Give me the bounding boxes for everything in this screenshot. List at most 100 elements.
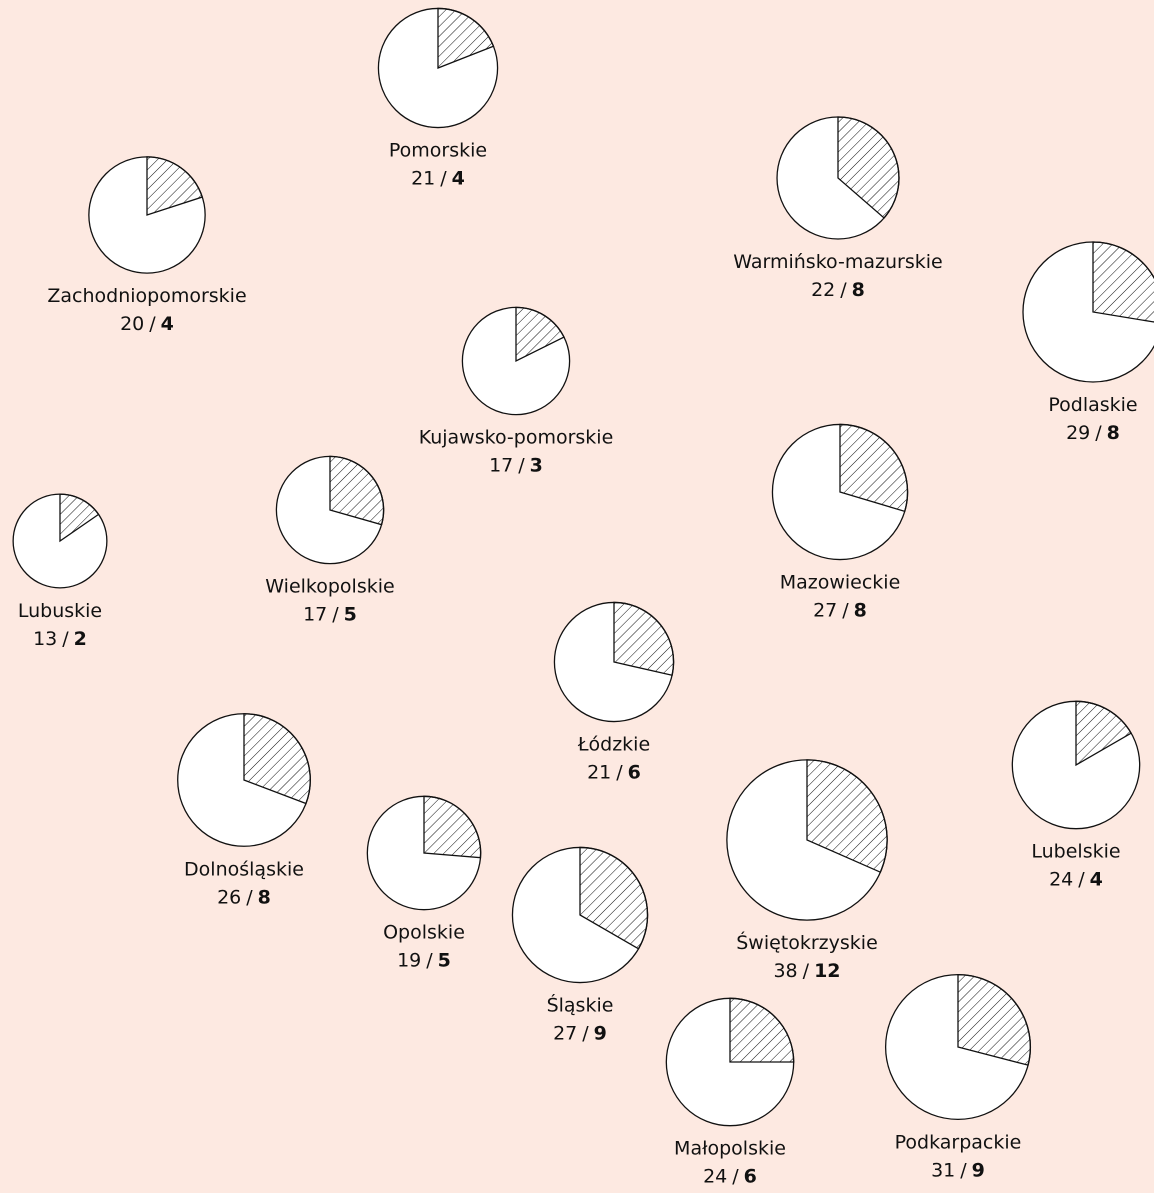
part: 12 bbox=[814, 960, 840, 982]
separator: / bbox=[426, 950, 433, 972]
separator: / bbox=[149, 313, 156, 335]
region-name: Małopolskie bbox=[674, 1138, 786, 1160]
separator: / bbox=[62, 628, 69, 650]
region-pie: Zachodniopomorskie 20/4 bbox=[47, 156, 247, 335]
region-values: 20/4 bbox=[120, 313, 174, 335]
separator: / bbox=[582, 1023, 589, 1045]
region-values: 29/8 bbox=[1066, 422, 1120, 444]
pie-slice bbox=[146, 156, 204, 216]
part: 6 bbox=[628, 762, 641, 784]
total: 19 bbox=[397, 950, 421, 972]
separator: / bbox=[960, 1159, 967, 1181]
region-pie: Pomorskie 21/4 bbox=[377, 7, 499, 190]
region-values: 38 /12 bbox=[773, 960, 840, 982]
separator: / bbox=[732, 1166, 739, 1188]
region-values: 21/6 bbox=[587, 762, 641, 784]
region-values: 21/4 bbox=[411, 168, 465, 190]
separator: / bbox=[842, 600, 849, 622]
pie-slice bbox=[806, 759, 888, 874]
region-pie: Lubelskie 24/4 bbox=[1011, 700, 1141, 891]
part: 8 bbox=[1107, 422, 1120, 444]
region-pie: Podlaskie 29/8 bbox=[1022, 241, 1154, 444]
total: 24 bbox=[703, 1166, 727, 1188]
region-name: Lubelskie bbox=[1031, 841, 1120, 863]
region-name: Warmińsko-mazurskie bbox=[733, 251, 942, 273]
region-name: Podlaskie bbox=[1048, 394, 1137, 416]
part: 2 bbox=[74, 628, 87, 650]
separator: / bbox=[840, 279, 847, 301]
region-pie: Warmińsko-mazurskie 22/8 bbox=[733, 116, 943, 301]
separator: / bbox=[803, 960, 810, 982]
region-values: 26/8 bbox=[217, 886, 271, 908]
total: 27 bbox=[553, 1023, 577, 1045]
total: 31 bbox=[931, 1159, 955, 1181]
separator: / bbox=[1078, 869, 1085, 891]
region-name: Wielkopolskie bbox=[265, 576, 394, 598]
region-values: 27/8 bbox=[813, 600, 867, 622]
region-values: 24/6 bbox=[703, 1166, 757, 1188]
region-name: Mazowieckie bbox=[780, 572, 901, 594]
region-name: Dolnośląskie bbox=[184, 858, 304, 880]
total: 26 bbox=[217, 886, 241, 908]
part: 8 bbox=[258, 886, 271, 908]
pie-slice bbox=[729, 997, 795, 1063]
total: 27 bbox=[813, 600, 837, 622]
part: 9 bbox=[972, 1159, 985, 1181]
region-name: Pomorskie bbox=[389, 140, 487, 162]
total: 38 bbox=[773, 960, 797, 982]
region-pie: Mazowieckie 27/8 bbox=[771, 423, 909, 622]
total: 17 bbox=[303, 604, 327, 626]
region-pie: Kujawsko-pomorskie 17/3 bbox=[419, 306, 613, 477]
region-pie: Świętokrzyskie 38 /12 bbox=[726, 759, 888, 982]
separator: / bbox=[246, 886, 253, 908]
part: 5 bbox=[344, 604, 357, 626]
region-pie: Opolskie 19/5 bbox=[366, 795, 482, 972]
total: 24 bbox=[1049, 869, 1073, 891]
pie-slice bbox=[243, 713, 311, 805]
part: 4 bbox=[161, 313, 174, 335]
region-values: 13/2 bbox=[33, 628, 87, 650]
region-values: 31/9 bbox=[931, 1159, 985, 1181]
separator: / bbox=[1095, 422, 1102, 444]
region-name: Śląskie bbox=[547, 993, 614, 1017]
pie-slice bbox=[515, 306, 565, 363]
pie-slice bbox=[1092, 241, 1154, 323]
pie-slice bbox=[957, 973, 1031, 1066]
total: 22 bbox=[811, 279, 835, 301]
region-pie: Dolnośląskie 26/8 bbox=[177, 713, 311, 908]
region-name: Lubuskie bbox=[18, 600, 102, 622]
total: 13 bbox=[33, 628, 57, 650]
region-values: 19/5 bbox=[397, 950, 451, 972]
pie-slice bbox=[613, 601, 675, 677]
region-pie: Wielkopolskie 17/5 bbox=[265, 455, 395, 626]
region-values: 27/9 bbox=[553, 1023, 607, 1045]
region-name: Opolskie bbox=[383, 922, 465, 944]
region-name: Zachodniopomorskie bbox=[47, 285, 246, 307]
part: 9 bbox=[594, 1023, 607, 1045]
region-values: 17/5 bbox=[303, 604, 357, 626]
pie-slice bbox=[1075, 700, 1133, 767]
pie-slice bbox=[423, 795, 482, 859]
region-pie: Łódzkie 21/6 bbox=[553, 601, 675, 784]
pie-slice bbox=[579, 846, 649, 950]
region-values: 22/8 bbox=[811, 279, 865, 301]
pie-slice bbox=[59, 493, 100, 543]
part: 8 bbox=[854, 600, 867, 622]
total: 29 bbox=[1066, 422, 1090, 444]
region-name: Świętokrzyskie bbox=[736, 930, 878, 954]
pie-slice bbox=[839, 423, 909, 513]
pie-slice bbox=[837, 116, 900, 219]
total: 21 bbox=[411, 168, 435, 190]
region-values: 17/3 bbox=[489, 455, 543, 477]
part: 4 bbox=[1090, 869, 1103, 891]
part: 4 bbox=[452, 168, 465, 190]
total: 20 bbox=[120, 313, 144, 335]
region-values: 24/4 bbox=[1049, 869, 1103, 891]
separator: / bbox=[616, 762, 623, 784]
part: 6 bbox=[744, 1166, 757, 1188]
region-name: Łódzkie bbox=[577, 734, 650, 756]
separator: / bbox=[440, 168, 447, 190]
part: 5 bbox=[438, 950, 451, 972]
